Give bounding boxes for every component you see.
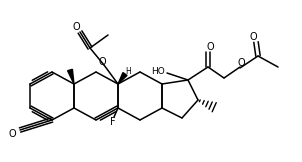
Text: O: O [237,58,245,68]
Polygon shape [68,69,74,84]
Text: O: O [72,22,80,32]
Text: HO: HO [151,68,165,76]
Text: F: F [110,117,116,127]
Text: H: H [125,66,131,75]
Polygon shape [118,73,127,84]
Text: O: O [249,32,257,42]
Text: O: O [98,57,106,67]
Text: O: O [8,129,16,139]
Text: O: O [206,42,214,52]
